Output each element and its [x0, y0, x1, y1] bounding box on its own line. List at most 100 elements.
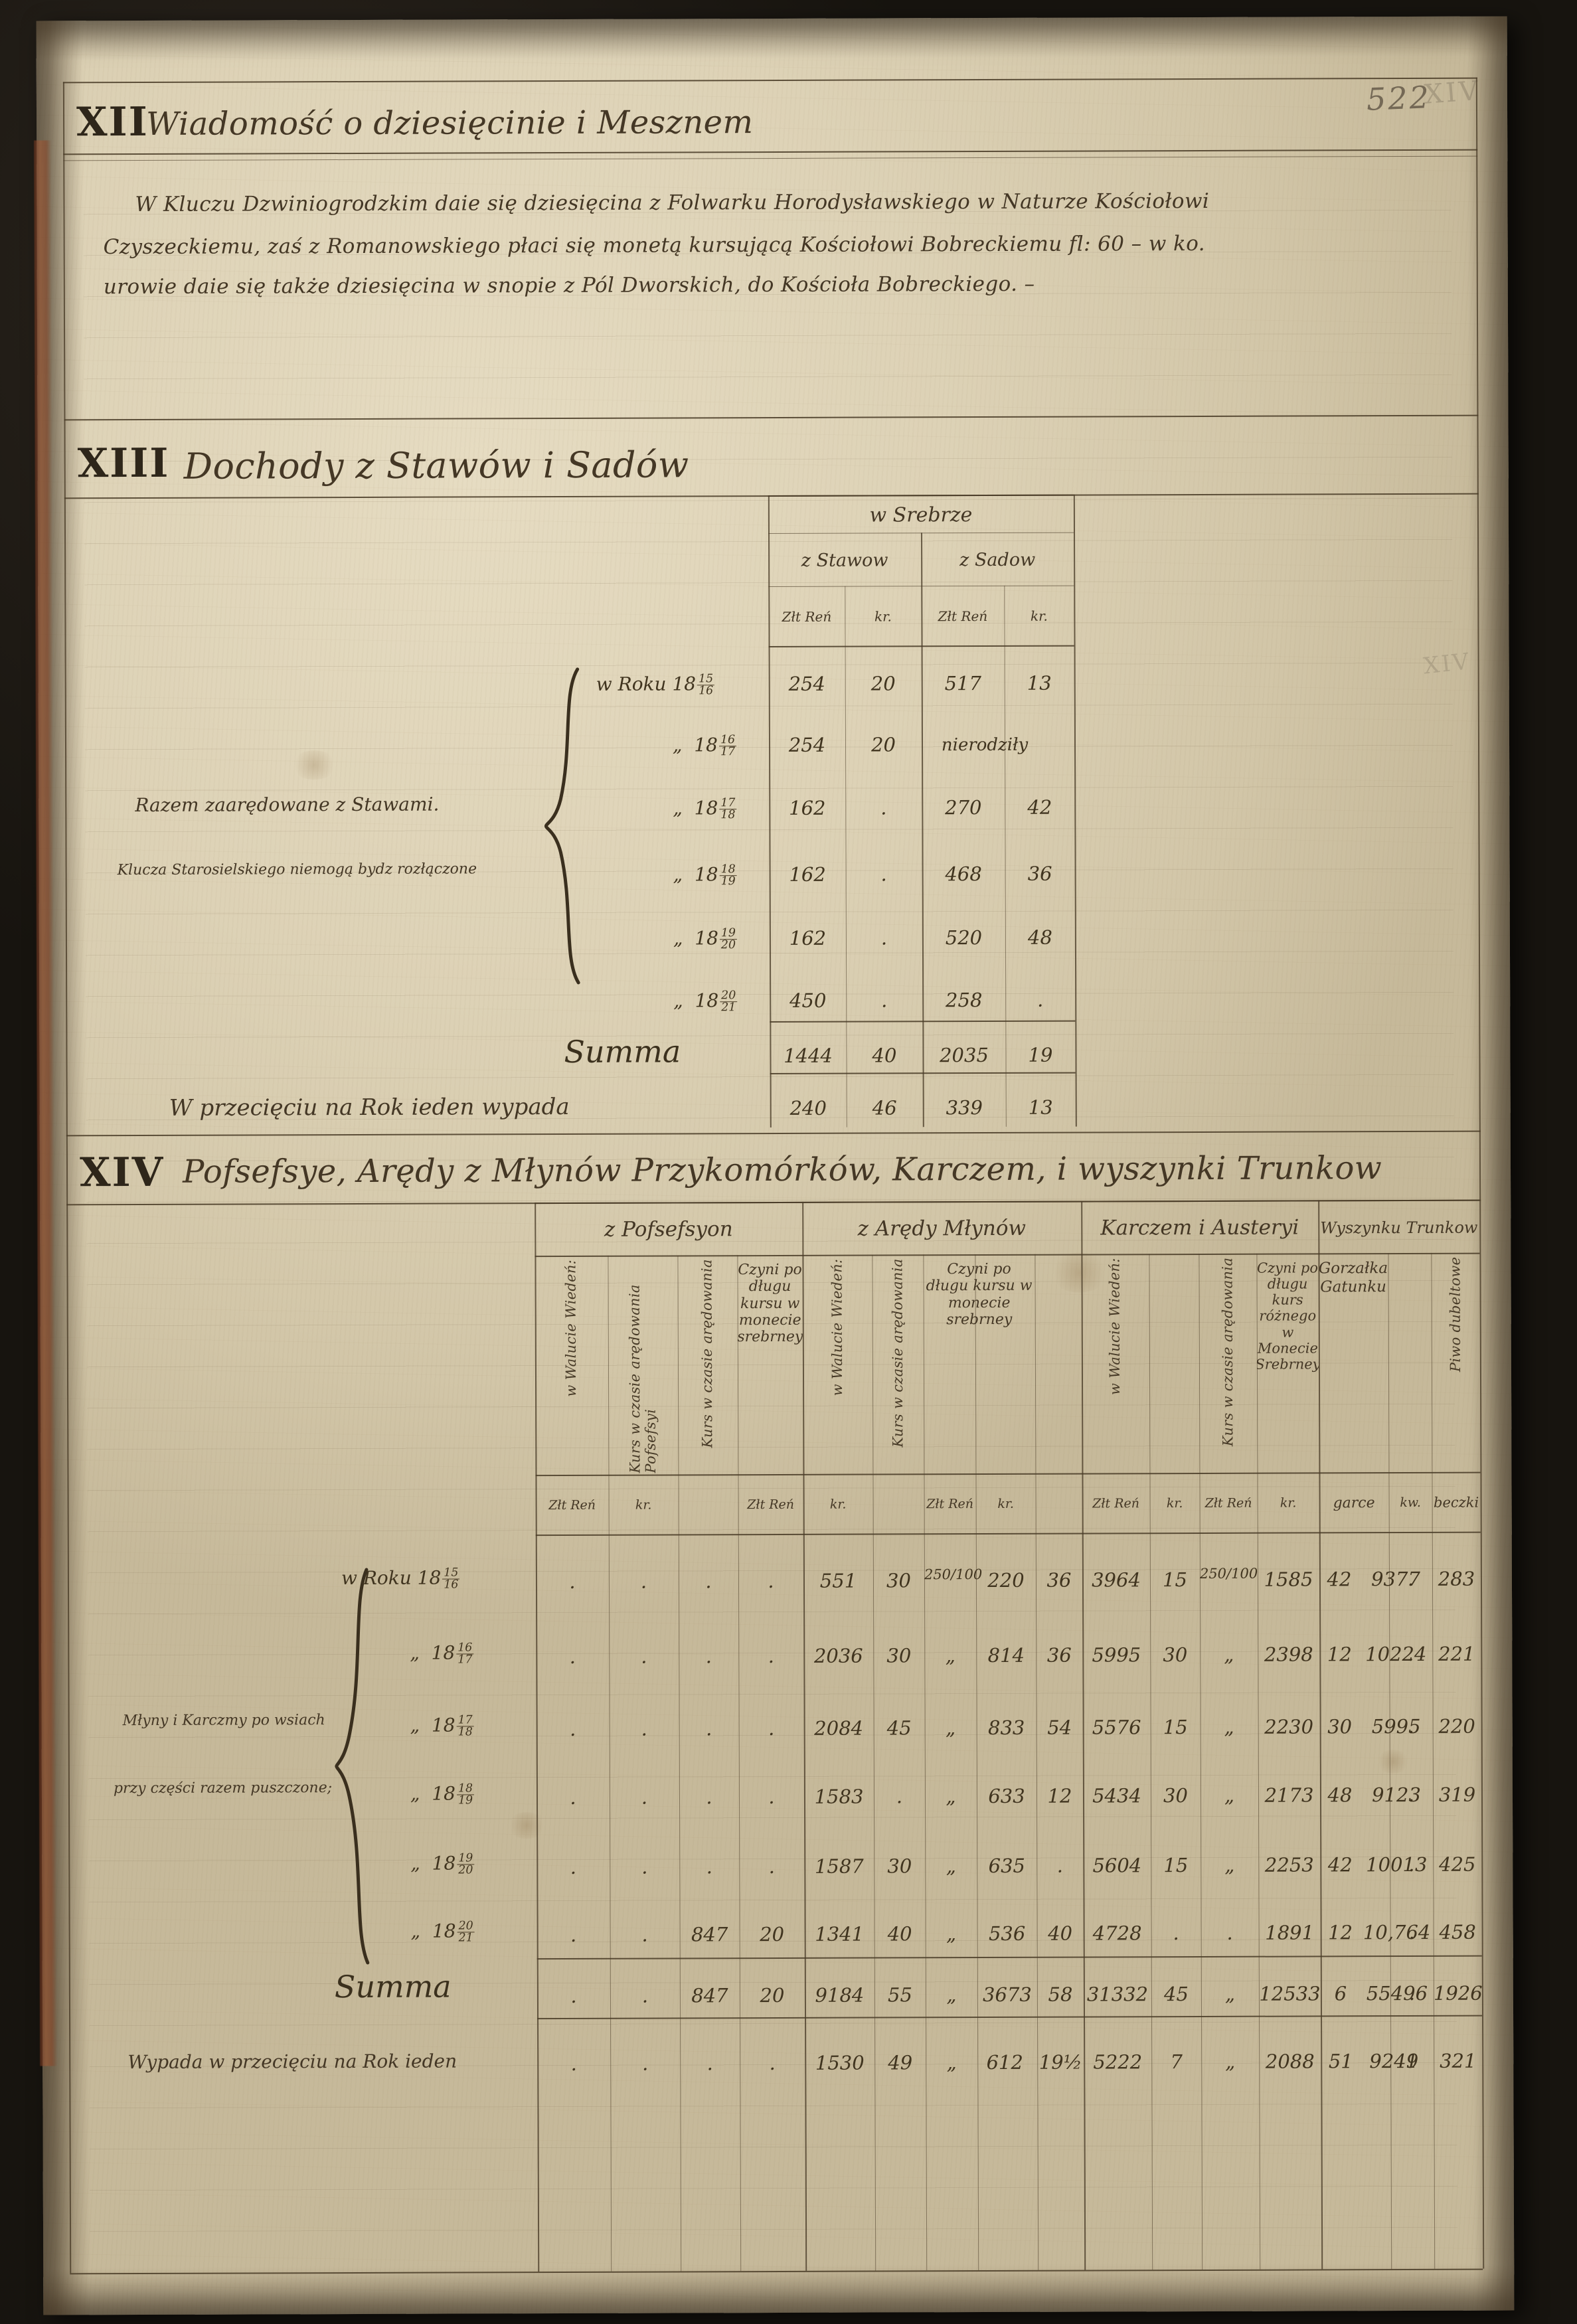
- section-xii-bottom-rule: [64, 414, 1479, 421]
- xiv-vheader-text: Kurs w czasie arędowania: [889, 1258, 906, 1448]
- xiv-cell: 45: [886, 1716, 912, 1740]
- xiv-cell-kurs: „: [946, 1716, 956, 1740]
- xiv-cell: 536: [988, 1922, 1026, 1945]
- xiv-cell: 814: [987, 1643, 1025, 1667]
- xiv-summa-cell: „: [946, 1983, 957, 2007]
- xiii-year-bot: 17: [720, 745, 736, 759]
- xiv-unit-garce: garce: [1333, 1494, 1375, 1511]
- xiii-cell: .: [880, 863, 887, 886]
- xiv-cell: 2036: [813, 1644, 863, 1667]
- xiv-cell: .: [570, 1785, 576, 1809]
- xiv-summa-cell: 45: [1163, 1983, 1189, 2006]
- xiv-cell: 635: [988, 1854, 1026, 1877]
- xiv-cell: .: [705, 1570, 712, 1593]
- xiv-cell: 36: [1046, 1643, 1072, 1667]
- xiv-vheader-cell: Czyni po długu kursu w monecie srebrney: [926, 1260, 1033, 1329]
- xiv-vheader-cell: Czyni po długu kursu w monecie srebrney: [737, 1261, 803, 1346]
- xiv-cell: .: [1173, 1922, 1179, 1945]
- xiv-vheader-cell: Kurs w czasie arędowania: [677, 1259, 738, 1473]
- xiv-cell: 283: [1438, 1567, 1475, 1590]
- xiii-ditto: „: [673, 797, 683, 819]
- xiii-row-year: „ 18 17 18: [673, 795, 737, 822]
- xiv-cell: .: [641, 1717, 647, 1740]
- xiv-cell: 30: [886, 1569, 911, 1592]
- xiv-average-cell: „: [1225, 2050, 1236, 2073]
- xiii-row-prefix: w Roku 18: [596, 673, 697, 695]
- xiv-cell: 30: [886, 1644, 912, 1667]
- xiii-side-label: Razem zaarędowane z Stawami.: [135, 793, 440, 817]
- xiii-header-srebrze: w Srebrze: [869, 503, 973, 527]
- xiv-average-cell: 1: [1406, 2049, 1419, 2073]
- section-xii-paragraph-line: Czyszeckiemu, zaś z Romanowskiego płaci …: [103, 231, 1206, 260]
- xiv-cell-kurs: „: [946, 1922, 957, 1946]
- xiii-side-label: Klucza Starosielskiego niemogą bydz rozł…: [117, 861, 477, 879]
- xiv-ditto: „: [410, 1714, 420, 1736]
- xiv-cell: .: [768, 1855, 775, 1878]
- section-xii-underline: [63, 149, 1478, 155]
- xiv-ditto: „: [410, 1920, 421, 1942]
- xiv-side-label: Młyny i Karczmy po wsiach: [122, 1712, 325, 1730]
- section-xii-numeral: XII: [76, 98, 149, 146]
- xiv-vheader-text: Kurs w czasie arędowania Pofsefsyi: [626, 1284, 659, 1473]
- xiv-average-cell: .: [642, 2052, 649, 2075]
- xiii-average-cell: 240: [789, 1096, 827, 1120]
- xiii-year-bot: 21: [721, 1001, 736, 1015]
- xiv-group-wyszynku: Wyszynku Trunkow: [1320, 1218, 1478, 1238]
- xiii-ditto: „: [672, 734, 683, 756]
- xiv-average-cell: 321: [1440, 2049, 1477, 2072]
- xiv-summa-cell: 847: [691, 1984, 728, 2007]
- section-xiii-title: Dochody z Stawów i Sadów: [183, 444, 689, 487]
- section-xii-underline-2: [63, 155, 1478, 161]
- xiv-cell: 12: [1327, 1643, 1352, 1666]
- xiv-cell: .: [570, 1717, 576, 1740]
- xiv-vheader-text: Kurs w czasie arędowania: [1219, 1257, 1236, 1447]
- xiii-row-year: w Roku 18 15 16: [596, 672, 715, 698]
- xiii-row-year: „ 18 19 20: [673, 926, 737, 952]
- xiv-group-sep: [535, 1252, 1480, 1258]
- xiii-year-bot: 16: [699, 684, 714, 698]
- xiv-cell: 633: [988, 1784, 1025, 1807]
- xiii-summa-cell: 2035: [940, 1043, 989, 1067]
- xiv-cell: .: [1056, 1854, 1063, 1877]
- xiv-cell: 220: [987, 1568, 1025, 1592]
- xiv-cell: 54: [1047, 1716, 1072, 1739]
- xiv-cell: 5604: [1092, 1854, 1142, 1877]
- xiv-cell: .: [641, 1645, 647, 1668]
- xiii-unit-kr-sady: kr.: [1030, 608, 1048, 624]
- xiv-cell: .: [569, 1645, 576, 1668]
- xiv-cell: 30: [887, 1855, 912, 1878]
- xiv-cell-kurs: „: [946, 1785, 956, 1808]
- xiv-cell: .: [768, 1645, 774, 1668]
- xiv-row-year: „ 18 18 19: [410, 1782, 475, 1807]
- xiii-cell: 20: [871, 733, 896, 756]
- xiv-average-cell: 612: [986, 2050, 1023, 2074]
- section-xii-title: Wiadomość o dziesięcinie i Mesznem: [145, 104, 754, 143]
- xiv-vheader-cell: Kurs w czasie arędowania: [872, 1258, 924, 1472]
- xiv-cell: 30: [1163, 1784, 1188, 1807]
- xiv-col-line: [1388, 1253, 1392, 2270]
- xiii-cell: 162: [789, 863, 826, 886]
- xiv-cell-kurs: „: [946, 1855, 956, 1878]
- folio-number: 522: [1366, 79, 1432, 118]
- section-xiv-numeral: XIV: [79, 1149, 165, 1197]
- xiv-cell: 319: [1438, 1783, 1476, 1806]
- xiv-cell: 5576: [1092, 1716, 1141, 1739]
- xiv-unit: kr.: [829, 1497, 847, 1512]
- xiii-year-bot: 19: [720, 874, 736, 888]
- xiv-cell-kurs: „: [1224, 1715, 1234, 1738]
- xiv-average-cell: 5222: [1093, 2050, 1143, 2074]
- xiii-ditto: „: [673, 927, 683, 950]
- xiv-cell: 220: [1438, 1714, 1475, 1738]
- xiv-col-line: [1149, 1254, 1153, 2270]
- xiv-col-line: [1035, 1254, 1039, 2270]
- xiv-vheader-cell: Kurs w czasie arędowania Pofsefsyi: [608, 1259, 678, 1473]
- xiii-cell: .: [880, 796, 887, 819]
- xiv-summa-cell: .: [570, 1984, 577, 2007]
- xiv-vheader-cell: Piwo dubeltowe: [1431, 1257, 1480, 1471]
- xiv-cell: 2398: [1264, 1643, 1313, 1666]
- xiv-summa-label: Summa: [334, 1968, 452, 2005]
- xiv-summa-cell: 12533: [1259, 1982, 1321, 2005]
- xiii-cell: .: [881, 989, 888, 1012]
- xiv-unit: Złt Reń: [747, 1497, 795, 1513]
